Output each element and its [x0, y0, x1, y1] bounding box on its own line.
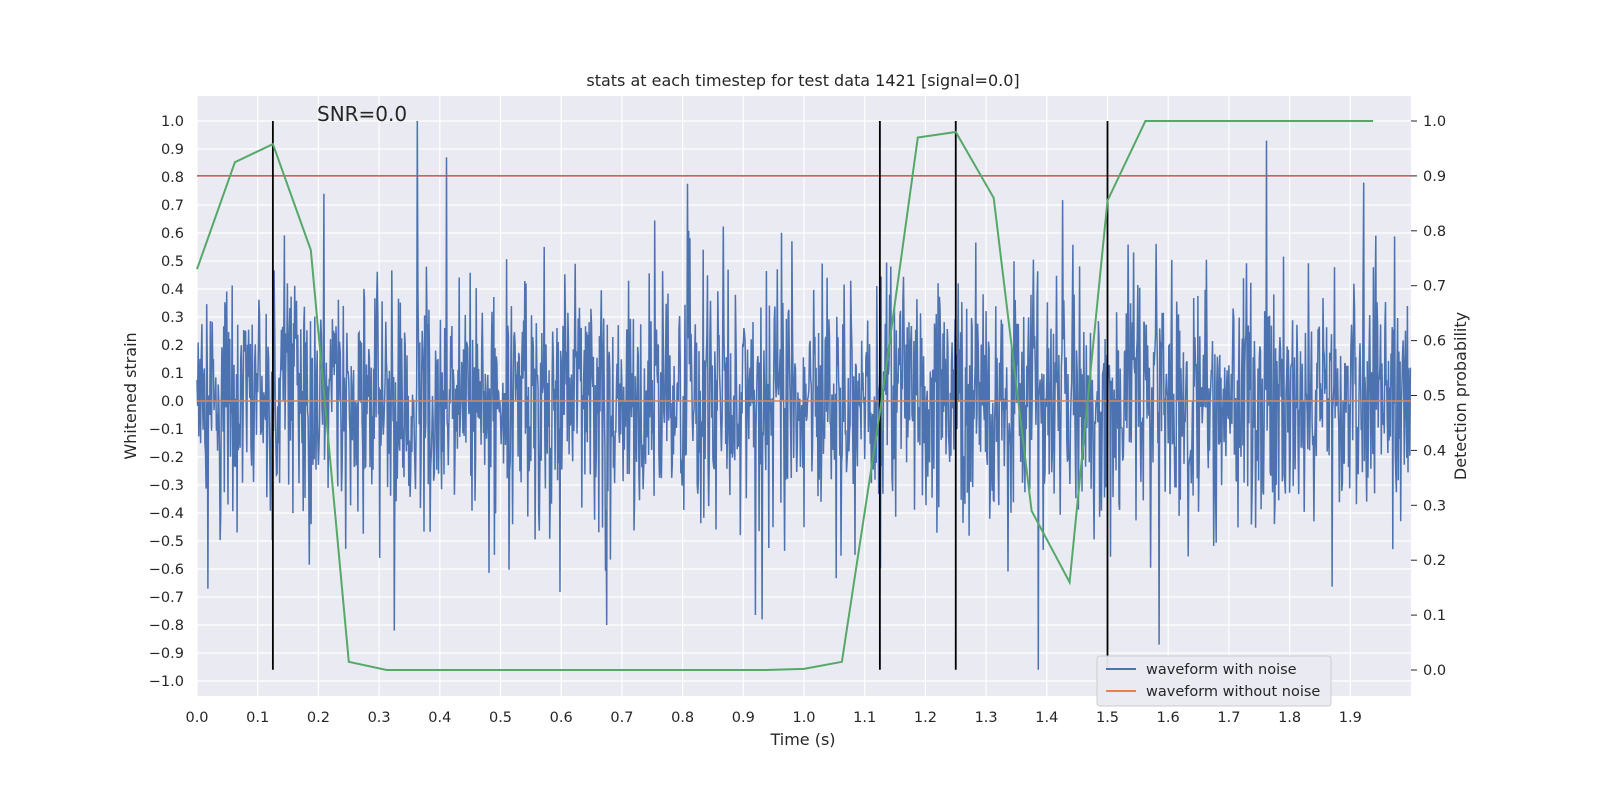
x-tick-label: 0.9 — [732, 710, 755, 726]
legend: waveform with noise waveform without noi… — [1096, 655, 1332, 707]
y-tick-label: −0.4 — [149, 506, 184, 522]
y-tick-label: −1.0 — [149, 674, 184, 690]
x-tick-label: 1.9 — [1339, 710, 1362, 726]
y-tick-label: −0.8 — [149, 618, 184, 634]
y2-tick-label: 0.8 — [1423, 224, 1446, 240]
y-tick-label: 0.8 — [161, 170, 184, 186]
y-tick-label: 0.3 — [161, 310, 184, 326]
legend-box — [1096, 655, 1332, 707]
x-tick-label: 1.6 — [1157, 710, 1180, 726]
x-tick-label: 1.2 — [914, 710, 937, 726]
y-tick-label: 0.4 — [161, 282, 184, 298]
x-tick-label: 1.7 — [1217, 710, 1240, 726]
y2-tick-label: 0.2 — [1423, 553, 1446, 569]
x-tick-label: 1.3 — [975, 710, 998, 726]
x-tick-label: 0.6 — [550, 710, 573, 726]
y2-tick-label: 0.6 — [1423, 334, 1446, 350]
x-tick-label: 1.1 — [853, 710, 876, 726]
x-tick-label: 1.0 — [792, 710, 815, 726]
x-tick-label: 0.2 — [307, 710, 330, 726]
x-tick-label: 0.8 — [671, 710, 694, 726]
y2-tick-label: 0.3 — [1423, 498, 1446, 514]
y-tick-label: −0.9 — [149, 646, 184, 662]
y-tick-label: 0.5 — [161, 254, 184, 270]
y-tick-label: 0.0 — [161, 394, 184, 410]
y-tick-label: −0.6 — [149, 562, 184, 578]
y2-tick-label: 0.1 — [1423, 608, 1446, 624]
x-axis-label: Time (s) — [769, 730, 835, 749]
y-tick-label: −0.1 — [149, 422, 184, 438]
x-tick-label: 1.8 — [1278, 710, 1301, 726]
y2-axis-label: Detection probability — [1451, 312, 1470, 480]
y-tick-label: −0.7 — [149, 590, 184, 606]
x-tick-label: 0.0 — [185, 710, 208, 726]
x-axis-ticks: 0.0 0.1 0.2 0.3 0.4 0.5 0.6 0.7 0.8 0.9 1.0 1.1 1.2 1… — [185, 710, 1361, 726]
y2-tick-label: 0.9 — [1423, 169, 1446, 185]
y-tick-label: 0.2 — [161, 338, 184, 354]
y-tick-label: 0.9 — [161, 142, 184, 158]
legend-label-noisy: waveform with noise — [1146, 662, 1297, 678]
x-tick-label: 0.7 — [610, 710, 633, 726]
y-tick-label: −0.5 — [149, 534, 184, 550]
series-detection-probability — [196, 120, 1374, 671]
y2-axis-ticks: 1.0 0.9 0.8 0.7 0.6 0.5 0.4 0.3 0.2 0.1 0.0 — [1411, 114, 1446, 679]
x-tick-label: 1.5 — [1096, 710, 1119, 726]
y-axis-label: Whitened strain — [121, 332, 140, 459]
y-axis-ticks: 1.0 0.9 0.8 0.7 0.6 0.5 0.4 0.3 0.2 0.1 0.0 −0.1 −0.… — [149, 114, 184, 690]
detection-probability-line — [196, 120, 1374, 671]
y-tick-label: 0.1 — [161, 366, 184, 382]
grid-lines — [196, 96, 1411, 696]
series-waveform-with-noise — [196, 120, 1412, 670]
y-tick-label: 0.7 — [161, 198, 184, 214]
y-tick-label: −0.2 — [149, 450, 184, 466]
x-tick-label: 0.1 — [246, 710, 269, 726]
y2-tick-label: 0.5 — [1423, 389, 1446, 405]
y2-tick-label: 0.0 — [1423, 663, 1446, 679]
y-tick-label: 0.6 — [161, 226, 184, 242]
vertical-markers — [271, 121, 1109, 670]
noisy-waveform-line — [196, 120, 1412, 670]
y-tick-label: −0.3 — [149, 478, 184, 494]
y-tick-label: 1.0 — [161, 114, 184, 130]
x-tick-label: 1.4 — [1035, 710, 1058, 726]
y2-tick-label: 1.0 — [1423, 114, 1446, 130]
snr-annotation: SNR=0.0 — [317, 102, 407, 126]
x-tick-label: 0.5 — [489, 710, 512, 726]
chart-title: stats at each timestep for test data 142… — [586, 71, 1019, 90]
x-tick-label: 0.3 — [368, 710, 391, 726]
y2-tick-label: 0.7 — [1423, 279, 1446, 295]
x-tick-label: 0.4 — [428, 710, 451, 726]
y2-tick-label: 0.4 — [1423, 443, 1446, 459]
legend-label-clean: waveform without noise — [1146, 684, 1320, 700]
